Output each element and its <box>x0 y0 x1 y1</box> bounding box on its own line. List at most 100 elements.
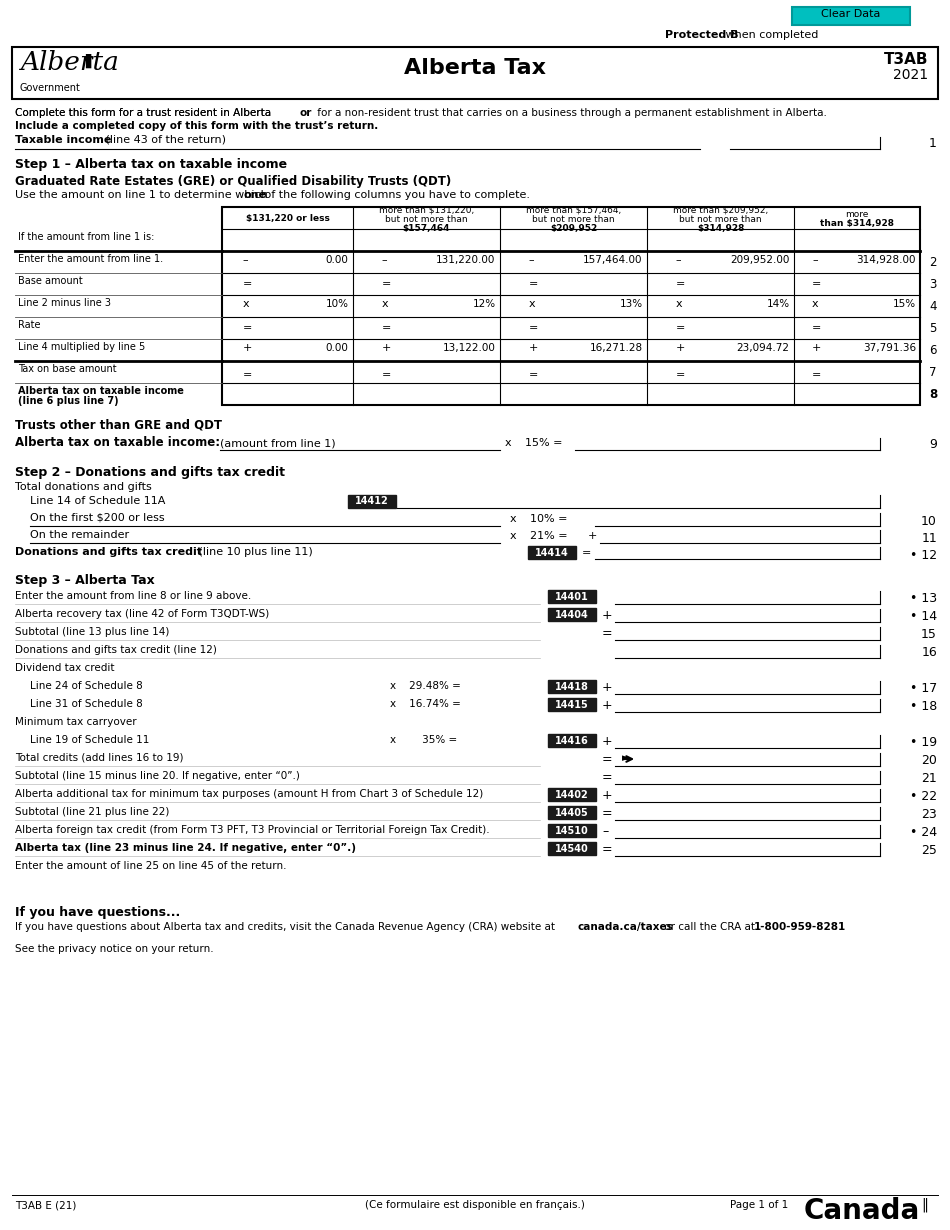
Text: –: – <box>242 255 248 264</box>
Text: Line 4 multiplied by line 5: Line 4 multiplied by line 5 <box>18 342 145 352</box>
Text: 21% =: 21% = <box>530 531 568 541</box>
Text: =: = <box>528 323 538 333</box>
Text: =: = <box>382 323 390 333</box>
Text: 1-800-959-8281: 1-800-959-8281 <box>754 922 846 932</box>
Text: Tax on base amount: Tax on base amount <box>18 364 117 374</box>
Text: +: + <box>675 343 685 353</box>
Text: one: one <box>243 189 266 200</box>
Text: +: + <box>602 788 613 802</box>
Text: =: = <box>382 370 390 380</box>
Text: Trusts other than GRE and QDT: Trusts other than GRE and QDT <box>15 419 222 432</box>
Text: Line 2 minus line 3: Line 2 minus line 3 <box>18 298 111 308</box>
Text: On the first $200 or less: On the first $200 or less <box>30 513 164 523</box>
Text: =: = <box>675 323 685 333</box>
Text: If you have questions about Alberta tax and credits, visit the Canada Revenue Ag: If you have questions about Alberta tax … <box>15 922 559 932</box>
Text: Dividend tax credit: Dividend tax credit <box>15 663 115 673</box>
Text: but not more than: but not more than <box>532 214 615 224</box>
Text: Subtotal (line 15 minus line 20. If negative, enter “0”.): Subtotal (line 15 minus line 20. If nega… <box>15 771 300 781</box>
Text: Alberta Tax: Alberta Tax <box>404 58 546 77</box>
Text: canada.ca/taxes: canada.ca/taxes <box>578 922 674 932</box>
Text: $131,220 or less: $131,220 or less <box>245 214 330 224</box>
Text: +: + <box>602 609 613 622</box>
Bar <box>548 788 596 801</box>
Text: 14401: 14401 <box>555 592 589 601</box>
Text: =: = <box>602 807 613 820</box>
Text: Step 3 – Alberta Tax: Step 3 – Alberta Tax <box>15 574 155 587</box>
Text: 14418: 14418 <box>555 681 589 691</box>
Text: +: + <box>602 699 613 712</box>
Text: 9: 9 <box>929 438 937 451</box>
Bar <box>548 590 596 603</box>
Text: (amount from line 1): (amount from line 1) <box>220 438 335 448</box>
Text: .: . <box>834 922 837 932</box>
Text: x: x <box>675 299 682 309</box>
Text: =: = <box>602 753 613 766</box>
Text: x    16.74% =: x 16.74% = <box>390 699 461 708</box>
Text: =: = <box>812 279 822 289</box>
Text: =: = <box>528 279 538 289</box>
Text: Minimum tax carryover: Minimum tax carryover <box>15 717 137 727</box>
Text: 14404: 14404 <box>555 610 589 620</box>
Text: 14402: 14402 <box>555 790 589 800</box>
Text: • 17: • 17 <box>910 681 937 695</box>
Text: –: – <box>528 255 534 264</box>
Text: $314,928: $314,928 <box>696 224 744 232</box>
Text: Include a completed copy of this form with the trust’s return.: Include a completed copy of this form wi… <box>15 121 378 132</box>
Text: =: = <box>382 279 390 289</box>
Text: x: x <box>382 299 389 309</box>
Text: Enter the amount from line 1.: Enter the amount from line 1. <box>18 255 163 264</box>
Text: or call the CRA at: or call the CRA at <box>661 922 758 932</box>
Text: 2021: 2021 <box>893 68 928 82</box>
Text: x: x <box>510 531 517 541</box>
Bar <box>548 734 596 747</box>
Text: =: = <box>602 627 613 640</box>
Text: =: = <box>812 370 822 380</box>
Text: 10%: 10% <box>326 299 349 309</box>
Text: +: + <box>242 343 252 353</box>
Text: Subtotal (line 13 plus line 14): Subtotal (line 13 plus line 14) <box>15 627 169 637</box>
Text: +: + <box>602 736 613 748</box>
Text: 14405: 14405 <box>555 808 589 818</box>
Text: of the following columns you have to complete.: of the following columns you have to com… <box>261 189 530 200</box>
Text: Donations and gifts tax credit: Donations and gifts tax credit <box>15 547 202 557</box>
Text: Page 1 of 1: Page 1 of 1 <box>730 1200 788 1210</box>
Text: x    29.48% =: x 29.48% = <box>390 681 461 691</box>
Text: 3: 3 <box>930 278 937 292</box>
Text: =: = <box>675 370 685 380</box>
Text: Base amount: Base amount <box>18 276 83 287</box>
Text: • 19: • 19 <box>910 736 937 749</box>
Text: Alberta foreign tax credit (from Form T3 PFT, T3 Provincial or Territorial Forei: Alberta foreign tax credit (from Form T3… <box>15 825 489 835</box>
Text: but not more than: but not more than <box>679 214 762 224</box>
Text: 6: 6 <box>929 344 937 357</box>
Text: Line 24 of Schedule 8: Line 24 of Schedule 8 <box>30 681 142 691</box>
Text: +: + <box>602 681 613 694</box>
Text: $157,464: $157,464 <box>403 224 450 232</box>
Text: 25: 25 <box>922 844 937 857</box>
Text: when completed: when completed <box>722 30 818 41</box>
Text: =: = <box>242 323 252 333</box>
Text: Enter the amount from line 8 or line 9 above.: Enter the amount from line 8 or line 9 a… <box>15 590 251 601</box>
Text: Clear Data: Clear Data <box>822 9 881 18</box>
Text: 14510: 14510 <box>555 825 589 835</box>
Text: 14540: 14540 <box>555 844 589 854</box>
Text: –: – <box>675 255 681 264</box>
Text: Taxable income: Taxable income <box>15 135 111 145</box>
Text: T3AB: T3AB <box>884 52 928 66</box>
Bar <box>548 806 596 819</box>
Text: See the privacy notice on your return.: See the privacy notice on your return. <box>15 943 214 954</box>
Bar <box>548 824 596 836</box>
Text: 21: 21 <box>922 772 937 785</box>
Text: 157,464.00: 157,464.00 <box>583 255 642 264</box>
Text: 8: 8 <box>929 387 937 401</box>
Text: more than $209,952,: more than $209,952, <box>673 205 769 214</box>
Text: more: more <box>846 210 868 219</box>
Text: • 14: • 14 <box>910 610 937 624</box>
Text: 10: 10 <box>922 515 937 528</box>
Text: 12%: 12% <box>472 299 496 309</box>
Text: Subtotal (line 21 plus line 22): Subtotal (line 21 plus line 22) <box>15 807 169 817</box>
Text: 11: 11 <box>922 533 937 545</box>
Text: x: x <box>510 514 517 524</box>
Text: Graduated Rate Estates (GRE) or Qualified Disability Trusts (QDT): Graduated Rate Estates (GRE) or Qualifie… <box>15 175 451 188</box>
Text: 314,928.00: 314,928.00 <box>857 255 916 264</box>
Text: 7: 7 <box>929 367 937 379</box>
